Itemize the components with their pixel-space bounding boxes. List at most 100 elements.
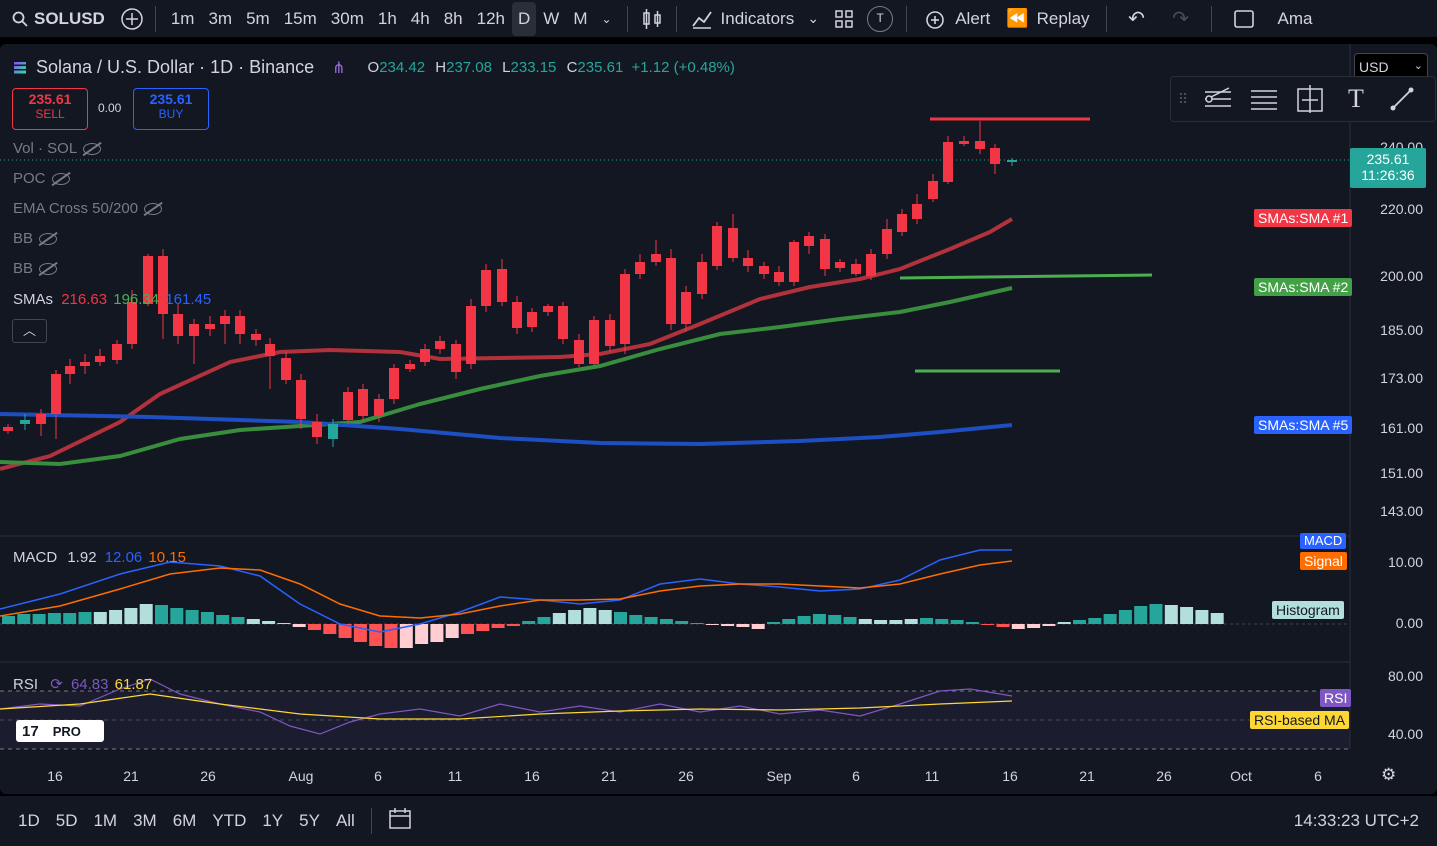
candle-body[interactable] <box>743 258 753 266</box>
chevron-down-icon[interactable]: ⌄ <box>601 11 612 26</box>
candle-body[interactable] <box>251 334 261 340</box>
candle-body[interactable] <box>358 389 368 416</box>
text-tool-icon[interactable]: T <box>1348 84 1364 113</box>
hidden-eye-icon[interactable] <box>83 143 102 156</box>
candle-body[interactable] <box>990 148 1000 164</box>
rsi-line[interactable] <box>0 678 1013 735</box>
sma2-line[interactable] <box>0 286 1013 467</box>
timeframe-w[interactable]: W <box>543 8 560 28</box>
bb-indicator-legend[interactable]: BB <box>13 260 58 277</box>
candle-body[interactable] <box>1007 160 1017 162</box>
candle-body[interactable] <box>3 427 13 431</box>
candle-body[interactable] <box>882 229 892 254</box>
candle-body[interactable] <box>65 366 75 374</box>
range-1m[interactable]: 1M <box>93 811 118 830</box>
sma5-line[interactable] <box>0 412 1013 447</box>
candle-body[interactable] <box>281 358 291 380</box>
candle-body[interactable] <box>928 181 938 199</box>
candle-body[interactable] <box>481 270 491 306</box>
timeframe-m[interactable]: M <box>573 8 588 28</box>
lines-icon[interactable] <box>1241 86 1287 112</box>
account-label[interactable]: Ama <box>1277 8 1313 28</box>
candle-body[interactable] <box>497 269 507 302</box>
rsi-ma-line[interactable] <box>0 693 1013 720</box>
range-3m[interactable]: 3M <box>133 811 157 830</box>
compare-symbol-button[interactable] <box>117 0 147 38</box>
candle-body[interactable] <box>975 141 985 149</box>
rsi-legend[interactable]: RSI ⟳ 64.83 61.87 <box>13 675 152 693</box>
line-style-icon[interactable] <box>1195 86 1241 112</box>
range-all[interactable]: All <box>335 811 355 830</box>
buy-button[interactable]: 235.61 BUY <box>133 88 209 130</box>
collapse-legend-button[interactable]: ︿ <box>12 319 47 343</box>
sell-button[interactable]: 235.61 SELL <box>12 88 88 130</box>
candle-body[interactable] <box>804 236 814 246</box>
candle-body[interactable] <box>20 420 30 424</box>
layouts-icon[interactable] <box>826 0 862 38</box>
ema-cross-legend[interactable]: EMA Cross 50/200 <box>13 200 163 217</box>
candle-body[interactable] <box>112 344 122 360</box>
candle-body[interactable] <box>820 239 830 269</box>
tradingview-logo[interactable]: 17 PRO <box>16 720 104 742</box>
currency-select[interactable]: USD ⌄ <box>1354 53 1428 79</box>
candle-body[interactable] <box>666 258 676 324</box>
redo-icon[interactable]: ↷ <box>1172 8 1189 30</box>
hidden-eye-icon[interactable] <box>39 263 58 276</box>
candle-body[interactable] <box>466 306 476 364</box>
candle-body[interactable] <box>389 368 399 399</box>
chevron-down-icon[interactable]: ⌄ <box>807 10 820 26</box>
candles-icon[interactable] <box>636 0 668 38</box>
undo-icon[interactable]: ↶ <box>1128 8 1145 30</box>
candle-body[interactable] <box>912 204 922 219</box>
candle-body[interactable] <box>959 141 969 144</box>
fullscreen-icon[interactable] <box>1220 0 1268 38</box>
chart-title[interactable]: Solana / U.S. Dollar · 1D · Binance <box>36 57 315 77</box>
candle-body[interactable] <box>527 312 537 327</box>
refresh-icon[interactable]: ⟳ <box>50 676 63 693</box>
timeframe-12h[interactable]: 12h <box>476 8 506 28</box>
candle-body[interactable] <box>512 302 522 328</box>
candle-body[interactable] <box>205 324 215 329</box>
timeframe-15m[interactable]: 15m <box>283 8 317 28</box>
symbol-search[interactable]: SOLUSD <box>34 8 105 28</box>
brush-icon[interactable] <box>1379 86 1425 112</box>
candle-body[interactable] <box>635 262 645 274</box>
goto-date-icon[interactable] <box>380 807 420 836</box>
drag-handle-icon[interactable]: ⠿ <box>1177 90 1189 107</box>
candle-body[interactable] <box>51 374 61 414</box>
timeframe-3m[interactable]: 3m <box>208 8 233 28</box>
indicators-button[interactable]: Indicators <box>685 0 801 38</box>
candle-body[interactable] <box>543 306 553 312</box>
candle-body[interactable] <box>80 362 90 366</box>
candle-body[interactable] <box>697 262 707 294</box>
price-chart[interactable] <box>0 44 1437 794</box>
signal-line[interactable] <box>0 560 1013 619</box>
hidden-eye-icon[interactable] <box>39 233 58 246</box>
poc-indicator-legend[interactable]: POC <box>13 170 70 187</box>
candle-body[interactable] <box>620 274 630 344</box>
measure-icon[interactable] <box>1287 85 1333 113</box>
candle-body[interactable] <box>943 142 953 182</box>
range-ytd[interactable]: YTD <box>212 811 247 830</box>
clock-display[interactable]: 14:33:23 UTC+2 <box>1293 811 1419 830</box>
settings-icon[interactable]: ⚙ <box>1381 765 1397 784</box>
candle-body[interactable] <box>189 324 199 336</box>
candle-body[interactable] <box>328 424 338 439</box>
timeframe-1h[interactable]: 1h <box>377 8 397 28</box>
candle-body[interactable] <box>574 340 584 364</box>
candle-body[interactable] <box>374 399 384 416</box>
candle-body[interactable] <box>296 380 306 419</box>
timeframe-30m[interactable]: 30m <box>330 8 364 28</box>
candle-body[interactable] <box>435 341 445 349</box>
smas-legend[interactable]: SMAs 216.63 196.34 161.45 <box>13 291 211 308</box>
candle-body[interactable] <box>265 344 275 356</box>
timeframe-4h[interactable]: 4h <box>410 8 430 28</box>
candle-body[interactable] <box>589 320 599 364</box>
chart-area[interactable]: Solana / U.S. Dollar · 1D · Binance ⋔ O2… <box>0 44 1437 794</box>
candle-body[interactable] <box>173 314 183 336</box>
timeframe-d[interactable]: D <box>512 1 537 36</box>
candle-body[interactable] <box>420 349 430 362</box>
candle-body[interactable] <box>712 226 722 266</box>
candle-body[interactable] <box>312 422 322 437</box>
range-1y[interactable]: 1Y <box>262 811 284 830</box>
